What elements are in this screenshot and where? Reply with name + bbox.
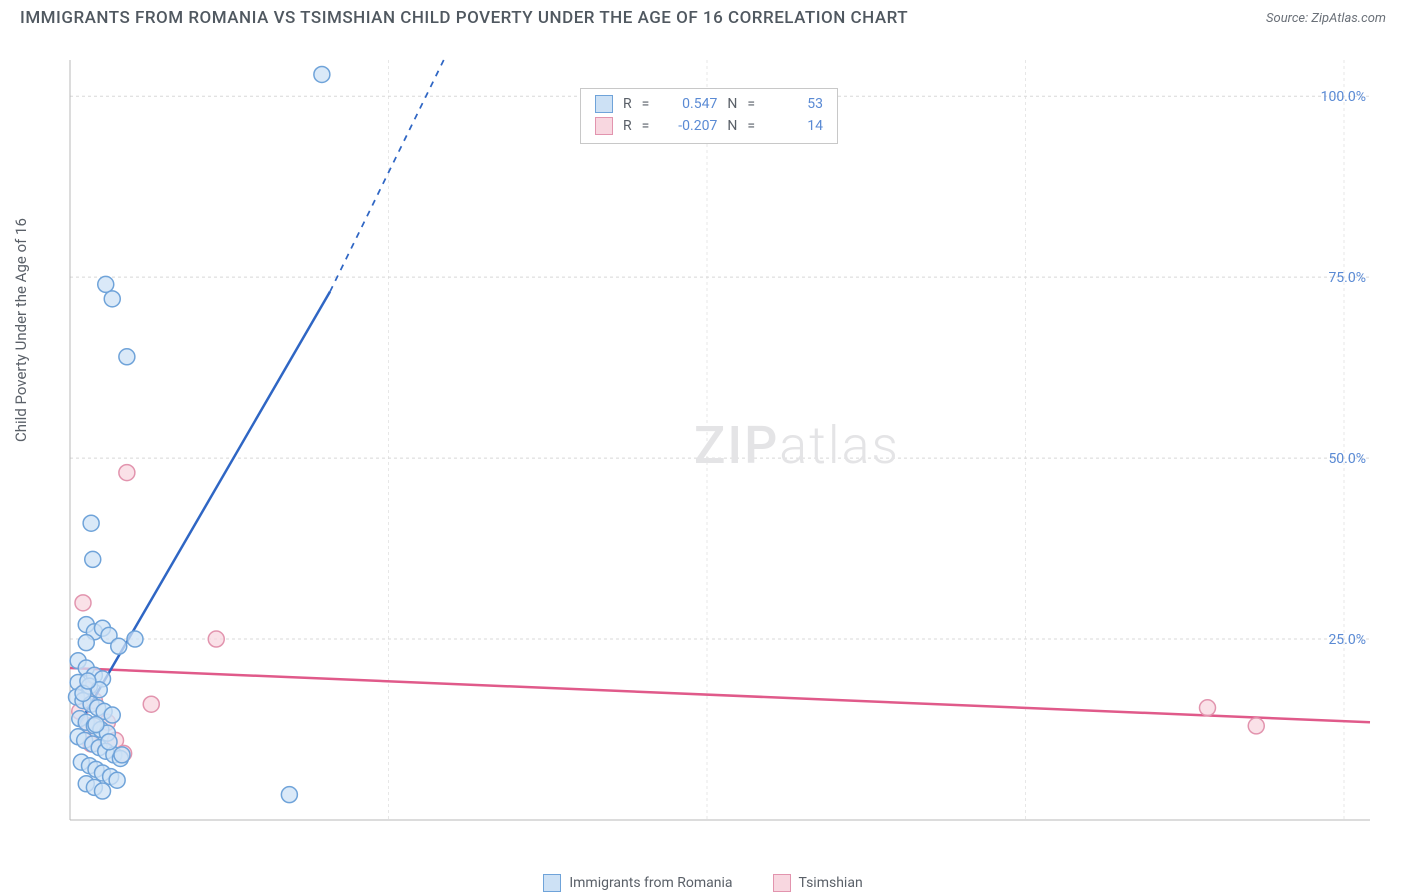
swatch-tsimshian xyxy=(773,874,791,892)
r-value: 0.547 xyxy=(659,96,717,112)
equals: = xyxy=(642,96,650,112)
swatch-romania xyxy=(543,874,561,892)
source-label: Source: ZipAtlas.com xyxy=(1266,11,1386,26)
series-name: Tsimshian xyxy=(799,875,863,891)
svg-text:25.0%: 25.0% xyxy=(1328,632,1366,648)
svg-text:50.0%: 50.0% xyxy=(1328,451,1366,467)
svg-text:ZIPatlas: ZIPatlas xyxy=(694,415,900,476)
equals: = xyxy=(747,96,755,112)
correlation-legend: R = 0.547 N = 53 R = -0.207 N = 14 xyxy=(580,88,838,144)
legend-item-romania: Immigrants from Romania xyxy=(543,874,732,892)
r-value: -0.207 xyxy=(659,118,717,134)
svg-text:80.0%: 80.0% xyxy=(1328,830,1366,832)
r-label: R xyxy=(623,118,632,134)
series-legend: Immigrants from Romania Tsimshian xyxy=(0,874,1406,892)
swatch-romania xyxy=(595,95,613,113)
n-label: N xyxy=(727,118,737,134)
n-label: N xyxy=(727,96,737,112)
equals: = xyxy=(642,118,650,134)
n-value: 14 xyxy=(765,118,823,134)
title-bar: IMMIGRANTS FROM ROMANIA VS TSIMSHIAN CHI… xyxy=(0,0,1406,32)
legend-row-tsimshian: R = -0.207 N = 14 xyxy=(595,115,823,137)
svg-text:75.0%: 75.0% xyxy=(1328,270,1366,286)
legend-item-tsimshian: Tsimshian xyxy=(773,874,863,892)
chart-area: Child Poverty Under the Age of 16 25.0%5… xyxy=(20,42,1386,832)
n-value: 53 xyxy=(765,96,823,112)
chart-title: IMMIGRANTS FROM ROMANIA VS TSIMSHIAN CHI… xyxy=(20,8,908,28)
y-axis-label: Child Poverty Under the Age of 16 xyxy=(12,218,30,442)
svg-text:100.0%: 100.0% xyxy=(1321,89,1366,105)
r-label: R xyxy=(623,96,632,112)
legend-row-romania: R = 0.547 N = 53 xyxy=(595,93,823,115)
swatch-tsimshian xyxy=(595,117,613,135)
svg-text:0.0%: 0.0% xyxy=(64,830,94,832)
scatter-chart: 25.0% 50.0% 75.0% 100.0% 0.0% 80.0% ZIPatlas xyxy=(20,42,1386,832)
series-name: Immigrants from Romania xyxy=(569,875,732,891)
equals: = xyxy=(747,118,755,134)
